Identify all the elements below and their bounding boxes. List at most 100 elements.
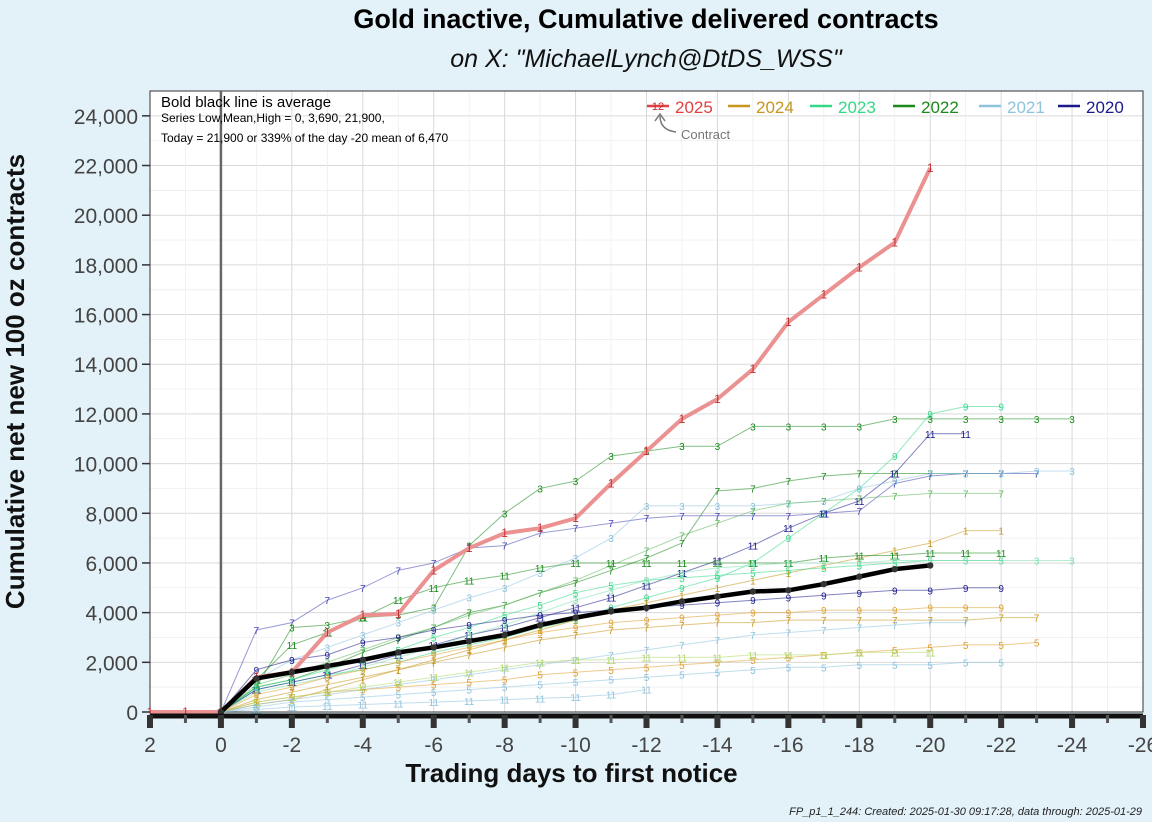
series-point: 7	[750, 619, 756, 630]
series-point: 11	[464, 631, 475, 642]
series-point: 5	[254, 683, 260, 694]
series-point: 3	[821, 497, 827, 508]
series-point: 9	[395, 658, 401, 669]
series-point: 7	[963, 470, 969, 481]
series-point: 7	[750, 507, 756, 518]
series-point: 7	[679, 532, 685, 543]
series-point: 11	[464, 576, 475, 587]
series-point: 3	[892, 477, 898, 488]
series-point	[607, 608, 615, 615]
series-point: 3	[502, 621, 508, 632]
series-point: 7	[1034, 614, 1040, 625]
chart-title: Gold inactive, Cumulative delivered cont…	[353, 4, 939, 34]
series-point: 7	[608, 566, 614, 577]
series-point: 7	[573, 631, 579, 642]
series-point: 7	[608, 626, 614, 637]
series-point: 7	[395, 566, 401, 577]
series-point: 1	[182, 705, 189, 719]
series-point: 3	[644, 576, 650, 587]
series-point: 5	[750, 666, 756, 677]
series-point: 11	[783, 651, 794, 662]
series-point: 9	[360, 666, 366, 677]
series-point: 7	[963, 470, 969, 481]
series-point	[536, 621, 544, 629]
series-point: 5	[289, 676, 295, 687]
series-point: 7	[537, 661, 543, 672]
series-point	[465, 638, 473, 645]
series-point: 9	[750, 609, 756, 620]
series-point: 11	[890, 470, 901, 481]
series-point: 1	[466, 646, 472, 657]
series-point: 11	[358, 683, 369, 694]
series-point: 7	[289, 688, 295, 699]
series-point: 1	[679, 412, 686, 426]
series-point: 11	[429, 673, 440, 684]
series-point: 5	[431, 633, 437, 644]
x-tick-label: -22	[986, 734, 1016, 757]
series-point: 9	[998, 604, 1004, 615]
series-point: 1	[502, 636, 508, 647]
series-point: 9	[325, 651, 331, 662]
series-point: 3	[679, 502, 685, 513]
series-point: 7	[254, 626, 260, 637]
series-point: 11	[606, 594, 617, 605]
x-tick-label: -2	[283, 734, 302, 757]
series-point: 3	[963, 415, 969, 426]
series-point: 7	[395, 636, 401, 647]
series-point: 7	[892, 616, 898, 627]
series-point: 1	[785, 315, 792, 329]
series-point: 7	[537, 636, 543, 647]
series-point: 5	[963, 556, 969, 567]
series-point: 7	[998, 614, 1004, 625]
series-point: 7	[857, 624, 863, 635]
series-point: 3	[892, 415, 898, 426]
series-point: 5	[537, 671, 543, 682]
series-point: 1	[431, 656, 437, 667]
series-point: 5	[892, 661, 898, 672]
series-point: 1	[998, 527, 1004, 538]
series-point: 9	[608, 619, 614, 630]
series-point: 3	[679, 442, 685, 453]
series-point: 7	[998, 489, 1004, 500]
series-point: 7	[360, 686, 366, 697]
series-point: 3	[927, 556, 933, 567]
series-point: 11	[322, 671, 333, 682]
series-point: 3	[502, 509, 508, 520]
series-point: 1	[573, 616, 579, 627]
series-point: 7	[254, 701, 260, 712]
series-point: 11	[854, 648, 865, 659]
series-point: 9	[325, 673, 331, 684]
series-point: 7	[431, 624, 437, 635]
series-point: 7	[608, 651, 614, 662]
series-point: 7	[857, 616, 863, 627]
x-tick-label: -26	[1128, 734, 1152, 757]
series-point: 3	[998, 415, 1004, 426]
series-point: 9	[715, 611, 721, 622]
series-point: 5	[325, 696, 331, 707]
series-point: 7	[502, 601, 508, 612]
series-point: 5	[786, 663, 792, 674]
series-point: 1	[891, 236, 898, 250]
series-point: 1	[325, 686, 331, 697]
series-point: 7	[537, 589, 543, 600]
series-point: 3	[786, 422, 792, 433]
series-point: 11	[251, 686, 262, 697]
series-point: 9	[715, 599, 721, 610]
series-point: 11	[677, 559, 688, 570]
series-point: 1	[820, 288, 827, 302]
series-point: 11	[570, 604, 581, 615]
series-point: 7	[325, 596, 331, 607]
series-point: 9	[786, 534, 792, 545]
series-point: 7	[289, 676, 295, 687]
series-point: 5	[502, 683, 508, 694]
series-point: 5	[927, 643, 933, 654]
series-point: 7	[502, 542, 508, 553]
series-point: 11	[464, 668, 475, 679]
series-point: 7	[644, 554, 650, 565]
series-point: 5	[821, 663, 827, 674]
series-point: 3	[857, 484, 863, 495]
series-point: 11	[322, 702, 333, 713]
